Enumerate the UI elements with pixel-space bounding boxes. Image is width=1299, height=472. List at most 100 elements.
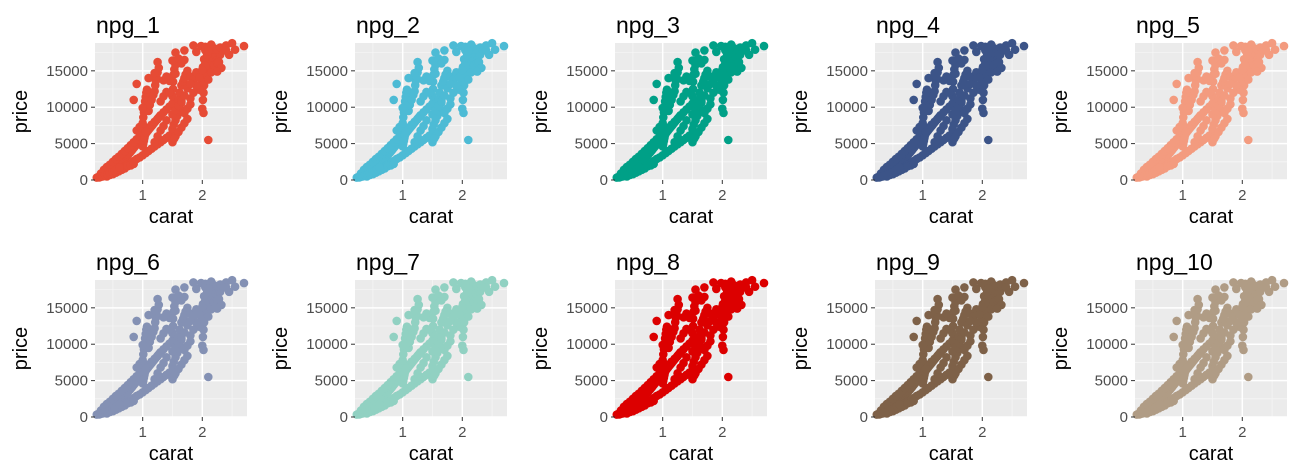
data-point	[895, 400, 904, 409]
data-point	[472, 304, 482, 313]
y-axis-label: price	[790, 327, 812, 370]
data-point	[198, 95, 208, 105]
x-tick-label: 1	[1179, 424, 1187, 441]
data-point	[978, 302, 987, 312]
data-point	[984, 46, 993, 56]
data-point	[170, 134, 179, 143]
y-tick-label: 15000	[826, 63, 868, 80]
data-point	[129, 396, 138, 406]
data-point	[150, 305, 159, 315]
data-point	[1239, 108, 1248, 118]
x-tick-label: 1	[659, 187, 667, 204]
data-point	[979, 108, 988, 118]
data-point	[978, 332, 988, 342]
data-point	[1220, 91, 1229, 100]
x-tick-label: 2	[978, 187, 986, 204]
data-point	[153, 114, 162, 124]
data-point	[709, 41, 718, 50]
panel-title: npg_8	[616, 249, 680, 275]
data-point	[446, 316, 455, 326]
data-point	[942, 116, 951, 125]
data-point	[1244, 46, 1253, 56]
points	[612, 38, 769, 182]
data-point	[490, 45, 500, 54]
data-point	[1267, 275, 1277, 285]
data-point	[895, 163, 904, 172]
data-point	[1226, 316, 1235, 326]
y-tick-label: 0	[1120, 172, 1128, 189]
data-point	[1193, 351, 1202, 361]
data-point	[635, 400, 644, 409]
data-point	[732, 67, 742, 76]
panel-title: npg_9	[876, 249, 940, 275]
data-point	[724, 312, 733, 321]
data-point	[649, 95, 658, 105]
data-point	[992, 304, 1002, 313]
x-axis-label: carat	[929, 443, 974, 465]
data-point	[1190, 68, 1199, 78]
data-point	[942, 309, 951, 318]
panel-title: npg_10	[1136, 249, 1213, 275]
x-tick-label: 2	[1238, 424, 1246, 441]
data-point	[975, 73, 984, 82]
data-point	[1244, 312, 1253, 321]
data-point	[1229, 41, 1238, 50]
data-point	[649, 396, 658, 406]
data-point	[499, 41, 509, 51]
data-point	[1238, 65, 1247, 75]
panel-title: npg_3	[616, 12, 680, 38]
data-point	[963, 351, 972, 361]
y-axis-label: price	[10, 327, 32, 370]
data-point	[1252, 67, 1262, 76]
data-point	[972, 47, 981, 57]
y-tick-label: 10000	[46, 99, 88, 116]
x-tick-label: 1	[659, 424, 667, 441]
y-axis-label: price	[1050, 90, 1072, 133]
data-point	[1211, 69, 1220, 78]
data-point	[192, 47, 201, 57]
y-tick-label: 10000	[46, 336, 88, 353]
data-point	[425, 88, 434, 97]
data-point	[487, 275, 497, 285]
y-tick-label: 0	[1120, 409, 1128, 426]
data-point	[909, 95, 918, 105]
data-point	[718, 65, 727, 75]
data-point	[957, 296, 966, 305]
data-point	[700, 46, 709, 55]
y-tick-label: 15000	[566, 63, 608, 80]
data-point	[957, 59, 966, 68]
data-point	[975, 310, 984, 319]
x-axis-label: carat	[1189, 206, 1234, 228]
y-tick-label: 0	[80, 172, 88, 189]
data-point	[413, 294, 422, 304]
data-point	[1270, 282, 1280, 292]
data-point	[440, 328, 449, 337]
data-point	[142, 85, 152, 94]
x-tick-label: 1	[919, 187, 927, 204]
data-point	[402, 322, 412, 332]
data-point	[951, 69, 960, 78]
x-tick-label: 1	[399, 187, 407, 204]
panel-title: npg_1	[96, 12, 160, 38]
y-tick-label: 5000	[575, 373, 608, 390]
data-point	[437, 59, 446, 68]
data-point	[186, 316, 195, 326]
data-point	[413, 57, 422, 67]
data-point	[1220, 283, 1229, 292]
data-point	[199, 108, 208, 118]
data-point	[972, 284, 981, 294]
data-point	[719, 345, 728, 355]
data-point	[404, 310, 413, 320]
data-point	[724, 283, 733, 293]
data-point	[458, 65, 467, 75]
data-point	[180, 46, 189, 55]
data-point	[389, 332, 399, 342]
y-tick-label: 15000	[306, 300, 348, 317]
data-point	[375, 163, 384, 172]
data-point	[709, 278, 718, 287]
data-point	[452, 47, 461, 57]
data-point	[171, 306, 180, 316]
data-point	[481, 283, 491, 292]
y-tick-label: 15000	[1086, 300, 1128, 317]
